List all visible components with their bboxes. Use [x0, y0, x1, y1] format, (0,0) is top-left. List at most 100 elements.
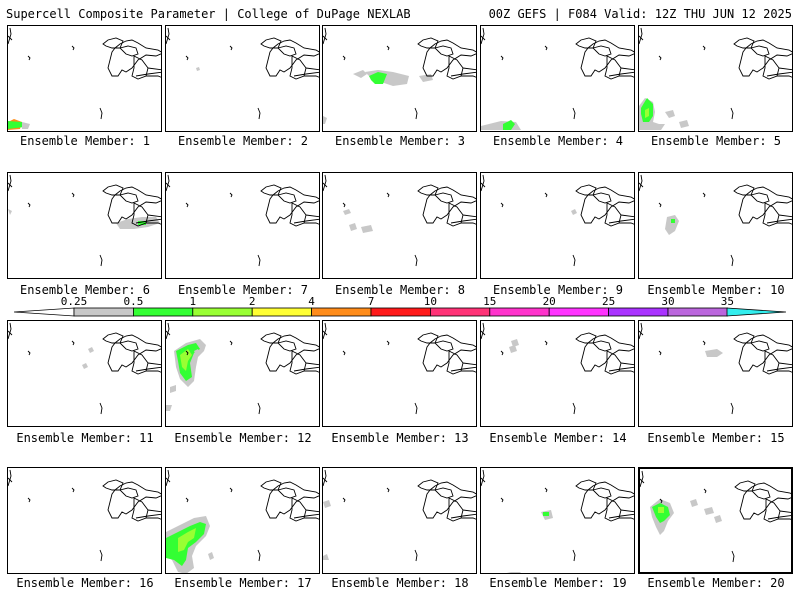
member-9-map-outline-8	[572, 254, 576, 267]
member-4-map-outline-4	[592, 45, 612, 57]
ensemble-member-17-map[interactable]	[165, 467, 320, 574]
member-11-map-outline-10	[27, 350, 31, 356]
member-8-map-outline-9	[386, 192, 390, 198]
ensemble-member-14-map[interactable]	[480, 320, 635, 427]
member-3-map-outline-3	[422, 39, 476, 77]
member-9-map-outline-2	[575, 184, 597, 196]
color-scale-bar	[14, 296, 786, 322]
color-scale-box-5	[311, 307, 372, 317]
ensemble-member-7-map[interactable]	[165, 172, 320, 279]
member-13-map-outline-1	[323, 322, 328, 340]
member-11-map-outline-9	[71, 340, 75, 346]
member-20-scp-area-4	[690, 499, 698, 507]
member-1-scp-area-3	[8, 121, 24, 129]
member-10-scp-area-2	[671, 219, 675, 223]
member-14-map-outline-1	[481, 322, 486, 340]
member-8-map-outline-2	[417, 184, 439, 196]
member-2-map-outline-10	[185, 55, 189, 61]
member-1-map-outline-10	[27, 55, 31, 61]
ensemble-member-19-map[interactable]	[480, 467, 635, 574]
member-9-label: Ensemble Member: 9	[492, 283, 624, 297]
member-17-map-outline-7	[304, 517, 319, 520]
member-10-label: Ensemble Member: 10	[647, 283, 785, 297]
color-scale-box-3	[192, 307, 253, 317]
member-7-map-outline-8	[257, 254, 261, 267]
member-15-map-outline-10	[658, 350, 662, 356]
member-16-map-outline-6	[135, 509, 161, 519]
member-11-map-outline-7	[146, 370, 161, 373]
ensemble-member-9-map[interactable]	[480, 172, 635, 279]
ensemble-member-20-map[interactable]	[638, 467, 793, 574]
member-3-map-outline-1	[323, 27, 328, 45]
member-6-map-outline-9	[71, 192, 75, 198]
member-15-map-outline-4	[750, 340, 770, 352]
color-scale-high-arrow	[726, 307, 786, 317]
member-12-map-outline-6	[293, 362, 319, 372]
member-3-scp-area-5	[323, 116, 327, 124]
member-1-map-outline-3	[107, 39, 161, 77]
member-18-map-outline-6	[450, 509, 476, 519]
member-7-label: Ensemble Member: 7	[177, 283, 309, 297]
member-17-map-outline-4	[277, 487, 297, 499]
ensemble-member-6-map[interactable]	[7, 172, 162, 279]
ensemble-member-11-map[interactable]	[7, 320, 162, 427]
member-2-scp-area-1	[196, 67, 200, 71]
member-9-map-outline-6	[608, 214, 634, 224]
member-8-map-outline-7	[461, 222, 476, 225]
member-2-map-outline-9	[229, 45, 233, 51]
member-11-map-outline-1	[8, 322, 13, 340]
member-19-map-svg	[481, 469, 634, 573]
member-9-map-outline-3	[580, 186, 634, 224]
member-4-map-outline-6	[608, 67, 634, 77]
member-8-scp-area-1	[343, 209, 351, 215]
color-scale-box-9	[548, 307, 610, 317]
member-5-map-outline-4	[750, 45, 770, 57]
member-6-map-outline-7	[146, 222, 161, 225]
member-14-scp-area-1	[511, 339, 519, 347]
ensemble-member-16-map[interactable]	[7, 467, 162, 574]
member-20-map-outline-5	[763, 498, 781, 523]
member-15-map-outline-2	[733, 332, 755, 344]
member-8-map-outline-8	[414, 254, 418, 267]
member-9-map-outline-9	[544, 192, 548, 198]
member-18-map-outline-4	[434, 487, 454, 499]
member-7-map-outline-5	[289, 202, 307, 227]
member-9-scp-area-1	[571, 209, 577, 215]
member-7-map-svg	[166, 174, 319, 267]
member-20-map-outline-3	[739, 482, 791, 520]
member-7-map-outline-2	[260, 184, 282, 196]
member-13-map-outline-10	[342, 350, 346, 356]
ensemble-member-4-map[interactable]	[480, 25, 635, 132]
ensemble-member-2-map[interactable]	[165, 25, 320, 132]
ensemble-member-1-map[interactable]	[7, 25, 162, 132]
member-20-map-outline-1	[640, 470, 645, 488]
member-2-map-outline-7	[304, 75, 319, 78]
member-20-map-outline-8	[731, 550, 735, 563]
ensemble-member-18-map[interactable]	[322, 467, 477, 574]
ensemble-member-8-map[interactable]	[322, 172, 477, 279]
member-14-map-svg	[481, 322, 634, 415]
member-7-map-outline-3	[265, 186, 319, 224]
member-6-scp-area-3	[8, 209, 12, 215]
member-3-map-svg	[323, 27, 476, 124]
color-scale-label-1: 0.25	[60, 295, 88, 308]
member-5-scp-area-3	[645, 108, 649, 118]
member-8-map-svg	[323, 174, 476, 267]
member-20-scp-area-6	[714, 515, 722, 523]
ensemble-member-10-map[interactable]	[638, 172, 793, 279]
member-3-map-outline-9	[386, 45, 390, 51]
ensemble-member-3-map[interactable]	[322, 25, 477, 132]
member-11-label: Ensemble Member: 11	[16, 431, 154, 445]
member-15-map-outline-1	[639, 322, 644, 340]
member-20-scp-area-3	[658, 507, 664, 513]
member-20-map-outline-4	[751, 488, 771, 500]
ensemble-member-5-map[interactable]	[638, 25, 793, 132]
member-18-map-outline-3	[422, 481, 476, 519]
member-15-map-svg	[639, 322, 792, 415]
member-15-scp-area-1	[705, 349, 723, 357]
color-scale-label-9: 20	[542, 295, 556, 308]
ensemble-member-12-map[interactable]	[165, 320, 320, 427]
ensemble-member-15-map[interactable]	[638, 320, 793, 427]
ensemble-member-13-map[interactable]	[322, 320, 477, 427]
member-12-map-outline-4	[277, 340, 297, 352]
